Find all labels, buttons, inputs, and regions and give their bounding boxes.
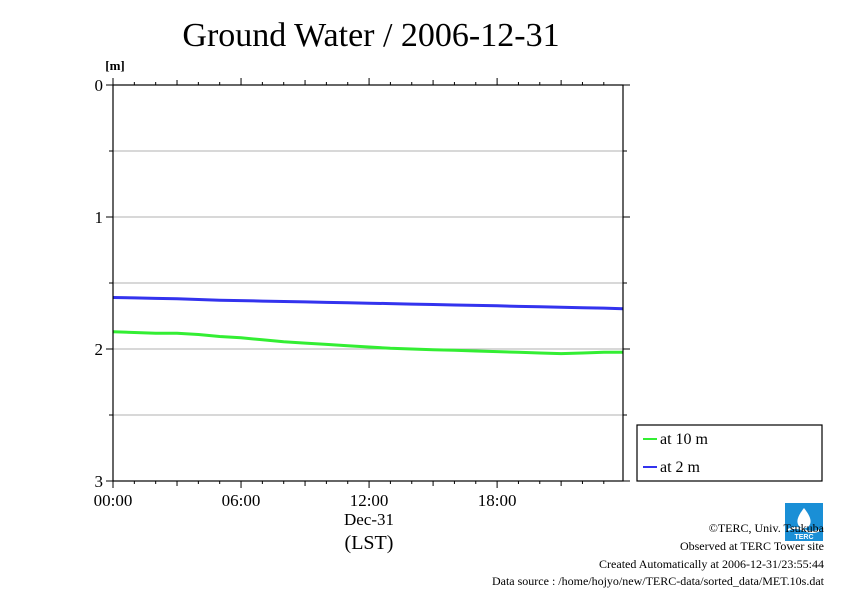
legend-box bbox=[636, 424, 823, 482]
terc-logo: TERC bbox=[785, 503, 823, 541]
y-axis-unit-label: [m] bbox=[105, 58, 125, 73]
x-tick-label: 00:00 bbox=[94, 491, 133, 510]
legend-label-10m: at 10 m bbox=[660, 431, 709, 448]
data-source-text: Data source : /home/hojyo/new/TERC-data/… bbox=[491, 574, 824, 588]
created-timestamp-text: Created Automatically at 2006-12-31/23:5… bbox=[599, 557, 824, 571]
series-line-2m bbox=[112, 296, 624, 311]
x-tick-label: 18:00 bbox=[478, 491, 517, 510]
series-line-10m bbox=[112, 330, 623, 356]
x-date-label: Dec-31 bbox=[344, 510, 394, 529]
legend: at 10 m at 2 m bbox=[636, 424, 823, 482]
y-tick-label: 3 bbox=[95, 472, 104, 491]
legend-label-2m: at 2 m bbox=[660, 459, 701, 476]
chart-title: Ground Water / 2006-12-31 bbox=[182, 17, 559, 54]
axes: 0 1 2 300:00 06:00 12:00 18:00 bbox=[94, 76, 630, 510]
y-tick-label: 1 bbox=[95, 208, 104, 227]
y-tick-label: 2 bbox=[95, 340, 104, 359]
terc-logo-text: TERC bbox=[794, 534, 813, 541]
x-unit-label: (LST) bbox=[345, 532, 394, 554]
x-tick-label: 12:00 bbox=[350, 491, 389, 510]
observed-site-text: Observed at TERC Tower site bbox=[679, 539, 824, 553]
series-lines bbox=[112, 296, 624, 356]
grid-lines bbox=[113, 150, 623, 416]
copyright-text: ©TERC, Univ. Tsukuba bbox=[708, 521, 824, 535]
x-tick-label: 06:00 bbox=[222, 491, 261, 510]
y-tick-label: 0 bbox=[95, 76, 104, 95]
